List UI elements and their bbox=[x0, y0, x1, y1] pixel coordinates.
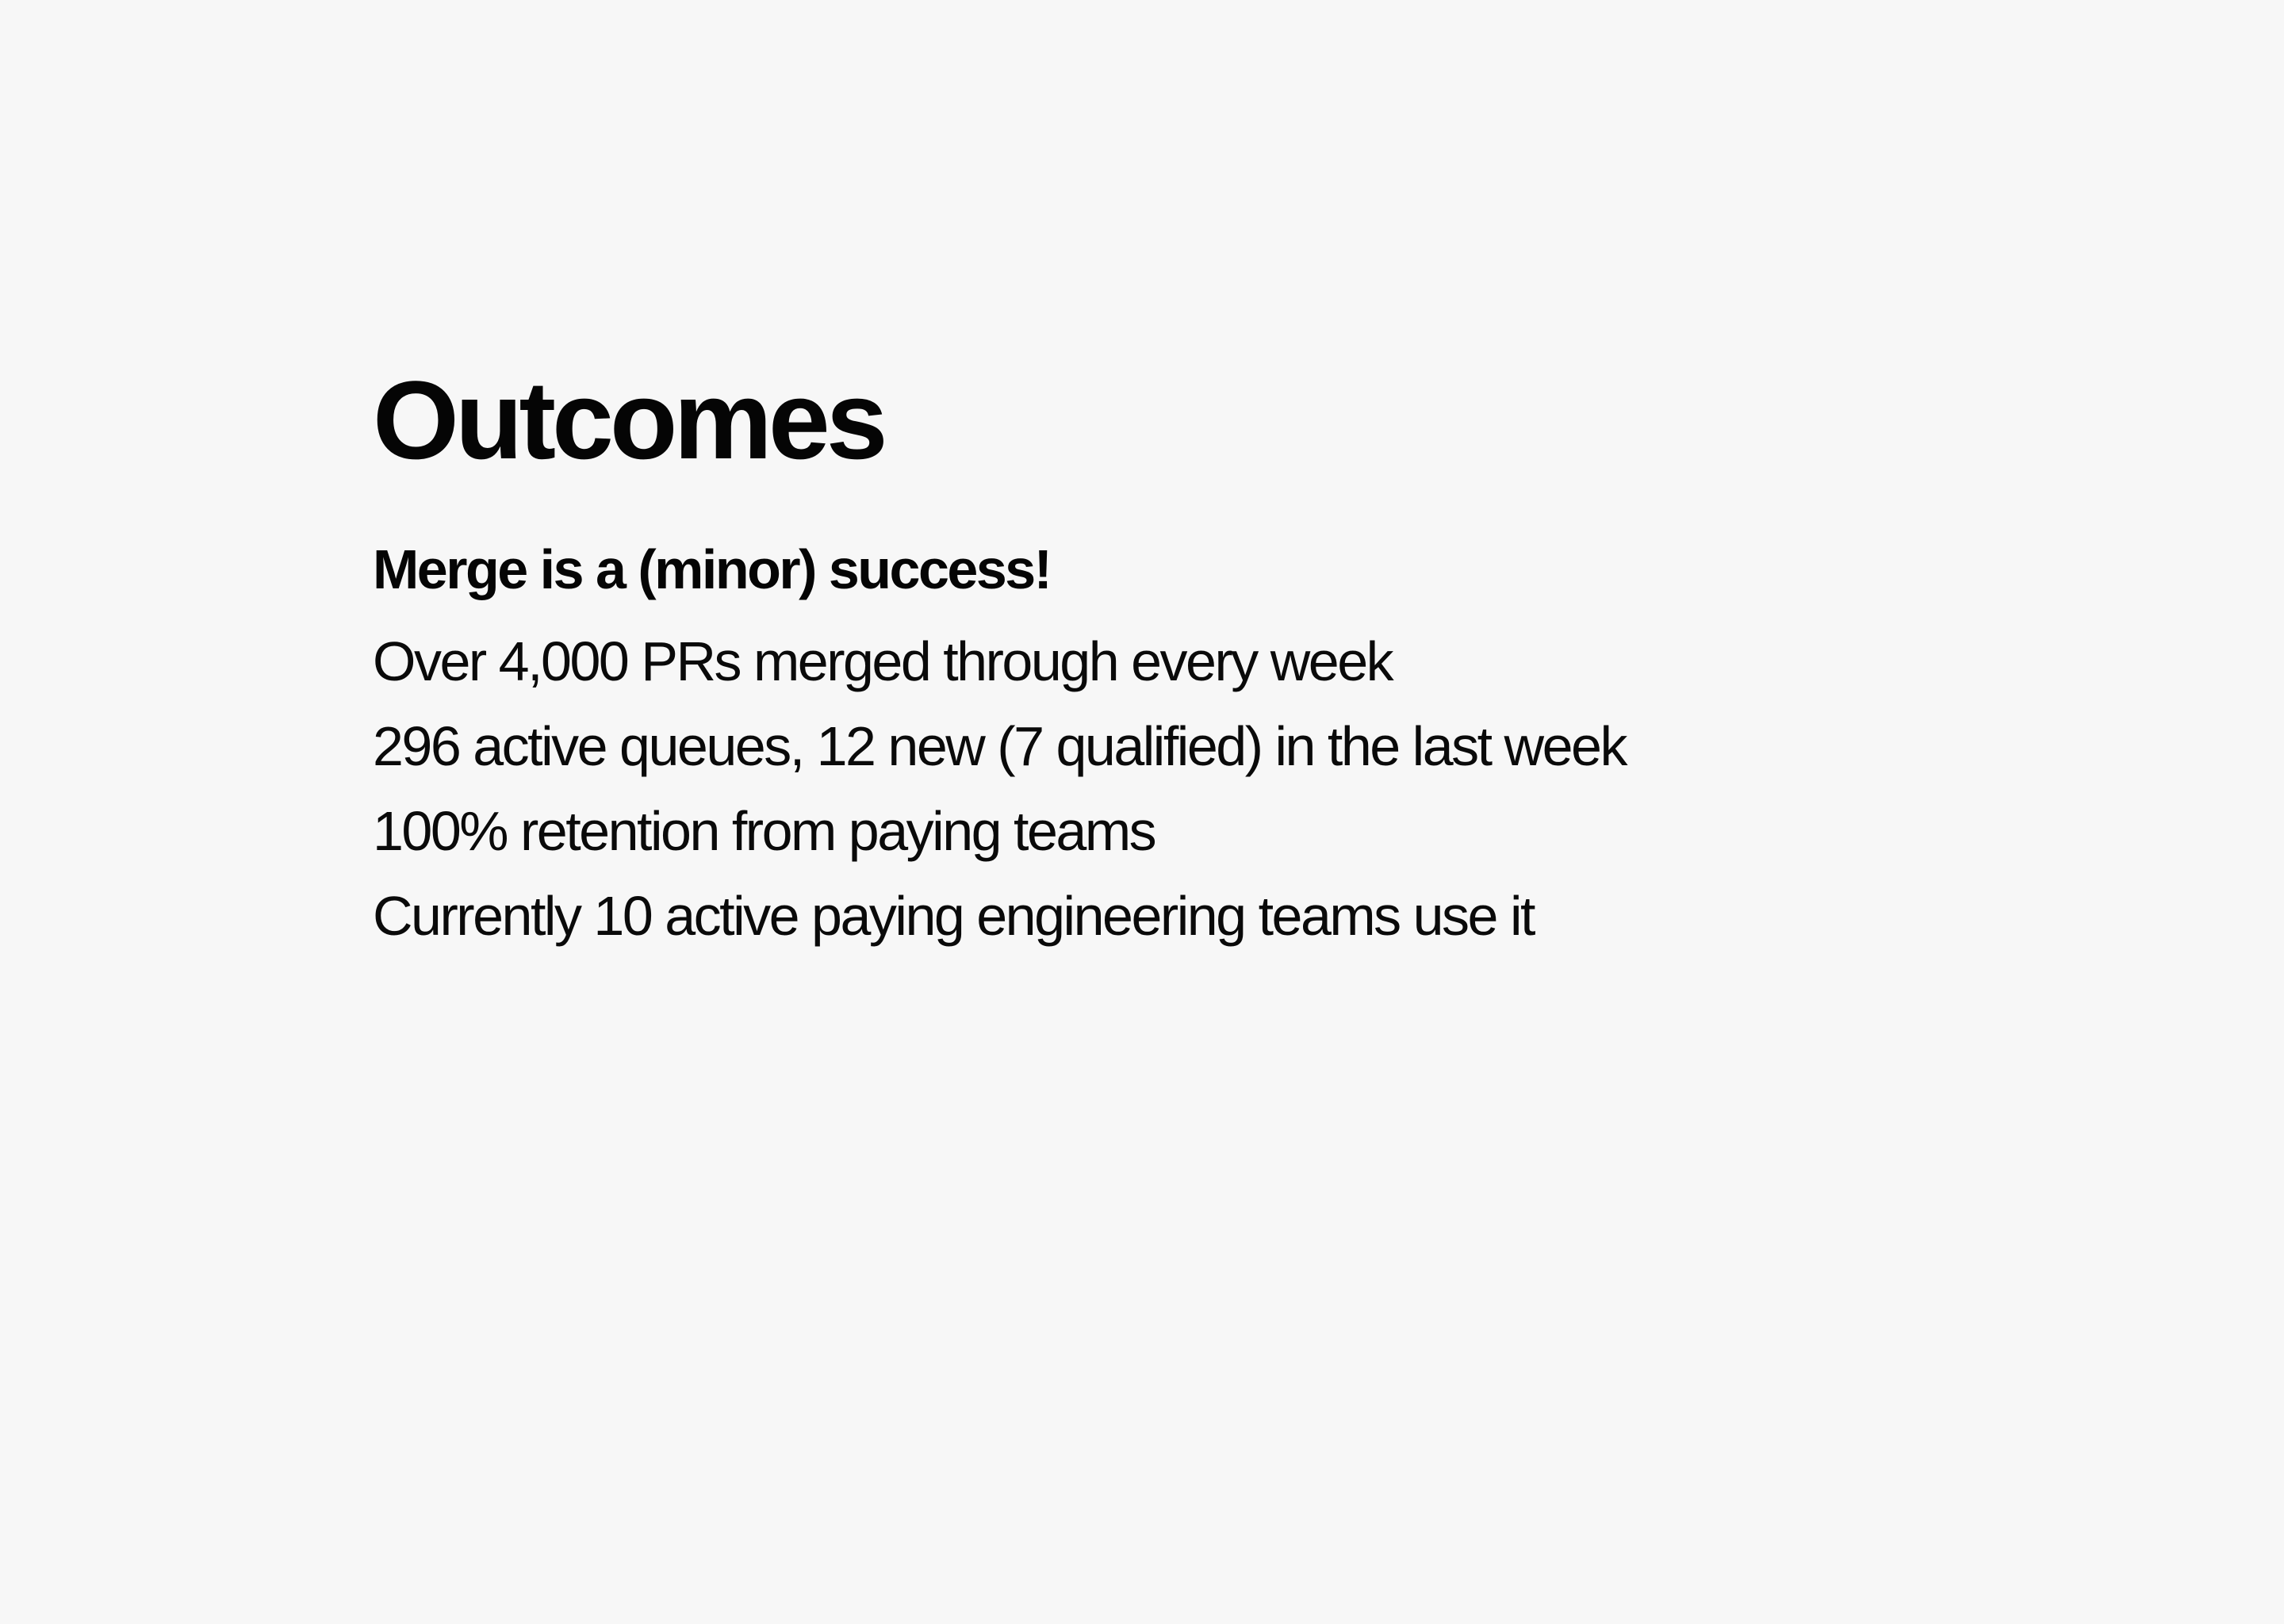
outcome-line-active-queues: 296 active queues, 12 new (7 qualified) … bbox=[373, 715, 1627, 777]
outcome-line-retention: 100% retention from paying teams bbox=[373, 800, 1157, 862]
slide-subtitle: Merge is a (minor) success! bbox=[373, 538, 1052, 600]
outcome-line-paying-teams: Currently 10 active paying engineering t… bbox=[373, 885, 1535, 947]
outcome-list: Over 4,000 PRs merged through every week… bbox=[373, 619, 1959, 959]
outcome-line-prs-merged: Over 4,000 PRs merged through every week bbox=[373, 630, 1394, 692]
slide-content: Outcomes Merge is a (minor) success! Ove… bbox=[373, 361, 1959, 959]
slide-title: Outcomes bbox=[373, 358, 888, 482]
